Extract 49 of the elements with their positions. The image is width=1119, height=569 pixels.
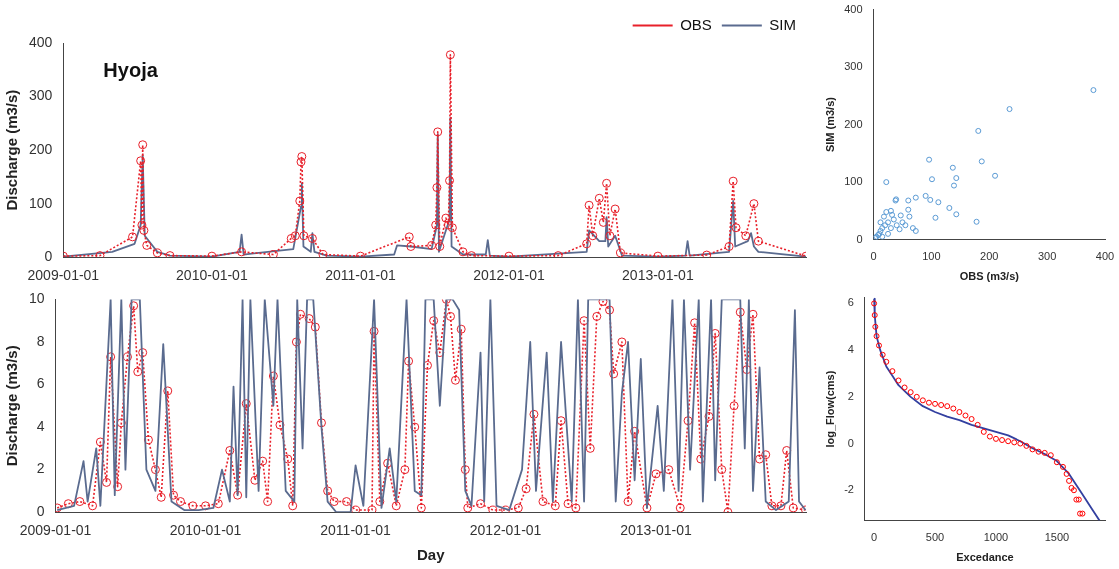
x-tick-label: 0 xyxy=(871,531,878,544)
y-axis-title: log_Flow(cms) xyxy=(823,370,836,448)
y-tick-label: 400 xyxy=(29,33,53,50)
x-tick-label: 2013-01-01 xyxy=(622,267,694,284)
y-tick-label: 6 xyxy=(36,375,45,392)
y-tick-label: 6 xyxy=(847,296,854,309)
x-tick-label: 0 xyxy=(870,250,877,263)
x-tick-label: 2012-01-01 xyxy=(473,267,545,284)
x-axis-title: OBS (m3/s) xyxy=(959,270,1020,283)
y-tick-label: 200 xyxy=(844,117,863,130)
x-tick-label: 1000 xyxy=(983,531,1009,544)
x-tick-label: 1500 xyxy=(1044,531,1070,544)
y-axis-title: Discharge (m3/s) xyxy=(3,89,21,211)
y-tick-label: 0 xyxy=(36,503,45,520)
x-tick-label: 2010-01-01 xyxy=(169,522,242,539)
x-tick-label: 2012-01-01 xyxy=(469,522,542,539)
y-tick-label: 200 xyxy=(29,140,53,157)
x-tick-label: 2009-01-01 xyxy=(27,267,100,284)
y-tick-label: -2 xyxy=(844,483,854,496)
y-tick-label: 2 xyxy=(36,460,45,477)
x-axis-title: Day xyxy=(417,546,446,564)
x-axis-title: Excedance xyxy=(956,551,1014,564)
x-tick-label: 2010-01-01 xyxy=(176,267,248,284)
legend-label: SIM xyxy=(769,15,796,33)
y-tick-label: 8 xyxy=(36,332,45,349)
y-tick-label: 100 xyxy=(29,194,53,211)
y-tick-label: 300 xyxy=(29,87,53,104)
y-tick-label: 4 xyxy=(36,417,45,434)
y-tick-label: 4 xyxy=(847,343,854,356)
y-tick-label: 300 xyxy=(844,60,863,73)
x-tick-label: 200 xyxy=(980,250,999,263)
x-tick-label: 400 xyxy=(1095,250,1115,263)
text: Hyoja xyxy=(103,58,159,81)
legend-label: OBS xyxy=(680,15,712,33)
y-tick-label: 2 xyxy=(847,389,854,402)
x-tick-label: 2009-01-01 xyxy=(19,522,92,539)
y-axis-title: Discharge (m3/s) xyxy=(3,345,21,467)
y-tick-label: 100 xyxy=(844,175,863,188)
y-tick-label: 0 xyxy=(847,436,854,449)
x-tick-label: 500 xyxy=(925,531,945,544)
y-tick-label: 10 xyxy=(28,290,45,307)
y-tick-label: 0 xyxy=(856,232,863,245)
x-tick-label: 300 xyxy=(1037,250,1057,263)
y-axis-title: SIM (m3/s) xyxy=(823,96,836,153)
x-tick-label: 2013-01-01 xyxy=(620,522,693,539)
x-tick-label: 2011-01-01 xyxy=(325,267,396,284)
x-tick-label: 2011-01-01 xyxy=(320,522,392,539)
x-tick-label: 100 xyxy=(922,250,941,263)
y-tick-label: 400 xyxy=(844,2,863,15)
